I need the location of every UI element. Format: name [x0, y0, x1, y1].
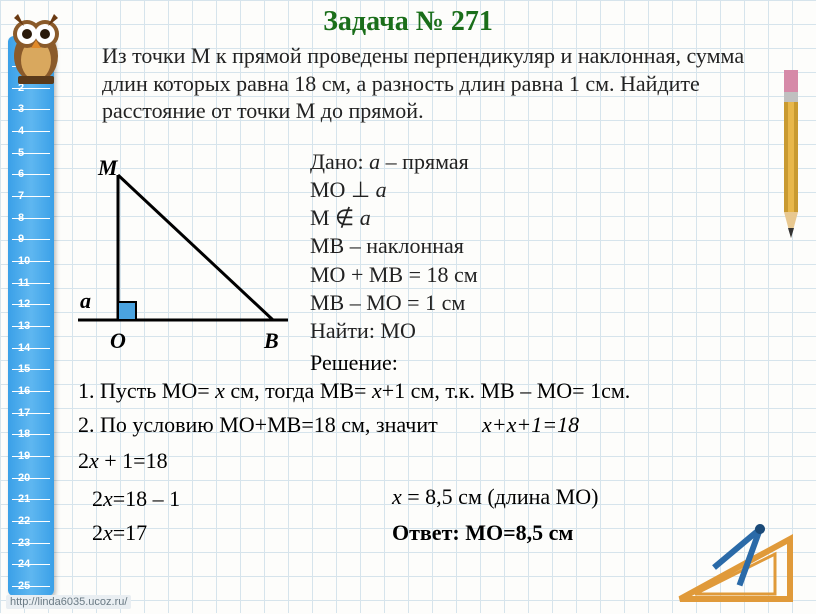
given-l1-var: а	[369, 149, 380, 174]
given-l3-var: а	[360, 205, 371, 230]
given-l1-post: ‒ прямая	[380, 149, 469, 174]
geometry-tools-icon	[670, 499, 810, 609]
equation-x-result: х = 8,5 см (длина МО)	[392, 484, 598, 510]
point-M-label: М	[97, 155, 119, 180]
ruler-number: 16	[18, 385, 30, 397]
ruler-number: 7	[18, 190, 24, 202]
given-line-2: МО ⊥ а	[310, 176, 478, 204]
ruler-number: 9	[18, 233, 24, 245]
line-a-label: а	[80, 288, 91, 313]
ruler-number: 10	[18, 255, 30, 267]
ruler-number: 5	[18, 147, 24, 159]
given-line-3: М ∉ а	[310, 204, 478, 232]
equation-2x-18-1: 2х=18 ‒ 1	[92, 486, 180, 512]
given-l2-var: а	[376, 177, 387, 202]
triangle-diagram: М О В а	[78, 150, 308, 360]
equation-2x-17: 2х=17	[92, 520, 147, 546]
ruler-number: 25	[18, 580, 30, 592]
step1-text: 1. Пусть МО= х см, тогда МВ= х+1 см, т.к…	[78, 378, 630, 403]
given-line-6: МВ ‒ МО = 1 см	[310, 289, 478, 317]
ruler-number: 19	[18, 450, 30, 462]
problem-title: Задача № 271	[0, 6, 816, 38]
problem-statement: Из точки М к прямой проведены перпендику…	[102, 42, 776, 125]
given-line-1: Дано: а ‒ прямая	[310, 148, 478, 176]
ruler-number: 18	[18, 428, 30, 440]
ruler-number: 15	[18, 363, 30, 375]
solution-step-1: 1. Пусть МО= х см, тогда МВ= х+1 см, т.к…	[78, 378, 630, 404]
point-O-label: О	[110, 328, 126, 353]
ruler-number: 20	[18, 472, 30, 484]
ruler-number: 8	[18, 212, 24, 224]
ruler-ticks: 1234567891011121314151617181920212223242…	[12, 66, 50, 588]
owl-icon	[0, 6, 72, 86]
given-line-5: МО + МВ = 18 см	[310, 261, 478, 289]
ruler-number: 17	[18, 407, 30, 419]
given-line-7: Найти: МО	[310, 317, 478, 345]
ruler-number: 23	[18, 537, 30, 549]
pencil-icon	[774, 70, 808, 250]
ruler-number: 6	[18, 168, 24, 180]
footer-url: http://linda6035.ucoz.ru/	[6, 595, 131, 609]
ruler-decoration: 1234567891011121314151617181920212223242…	[8, 36, 54, 596]
answer-text: Ответ: МО=8,5 см	[392, 520, 573, 546]
ruler-number: 13	[18, 320, 30, 332]
given-l3-pre: М ∉	[310, 205, 360, 230]
ruler-number: 4	[18, 125, 24, 137]
equation-2x-plus-1: 2х + 1=18	[78, 448, 168, 474]
ruler-number: 14	[18, 342, 30, 354]
ruler-number: 11	[18, 277, 30, 289]
solution-step-2: 2. По условию МО+МВ=18 см, значит	[78, 412, 438, 438]
ruler-number: 24	[18, 558, 30, 570]
given-line-4: МВ ‒ наклонная	[310, 232, 478, 260]
given-l1-pre: Дано:	[310, 149, 369, 174]
ruler-number: 3	[18, 103, 24, 115]
ruler-number: 12	[18, 298, 30, 310]
ruler-number: 22	[18, 515, 30, 527]
equation-x-plus-x: х+х+1=18	[482, 412, 579, 438]
given-l2-pre: МО ⊥	[310, 177, 376, 202]
point-B-label: В	[263, 328, 279, 353]
given-block: Дано: а ‒ прямая МО ⊥ а М ∉ а МВ ‒ накло…	[310, 148, 478, 345]
ruler-number: 21	[18, 493, 30, 505]
solution-label: Решение:	[310, 350, 398, 376]
